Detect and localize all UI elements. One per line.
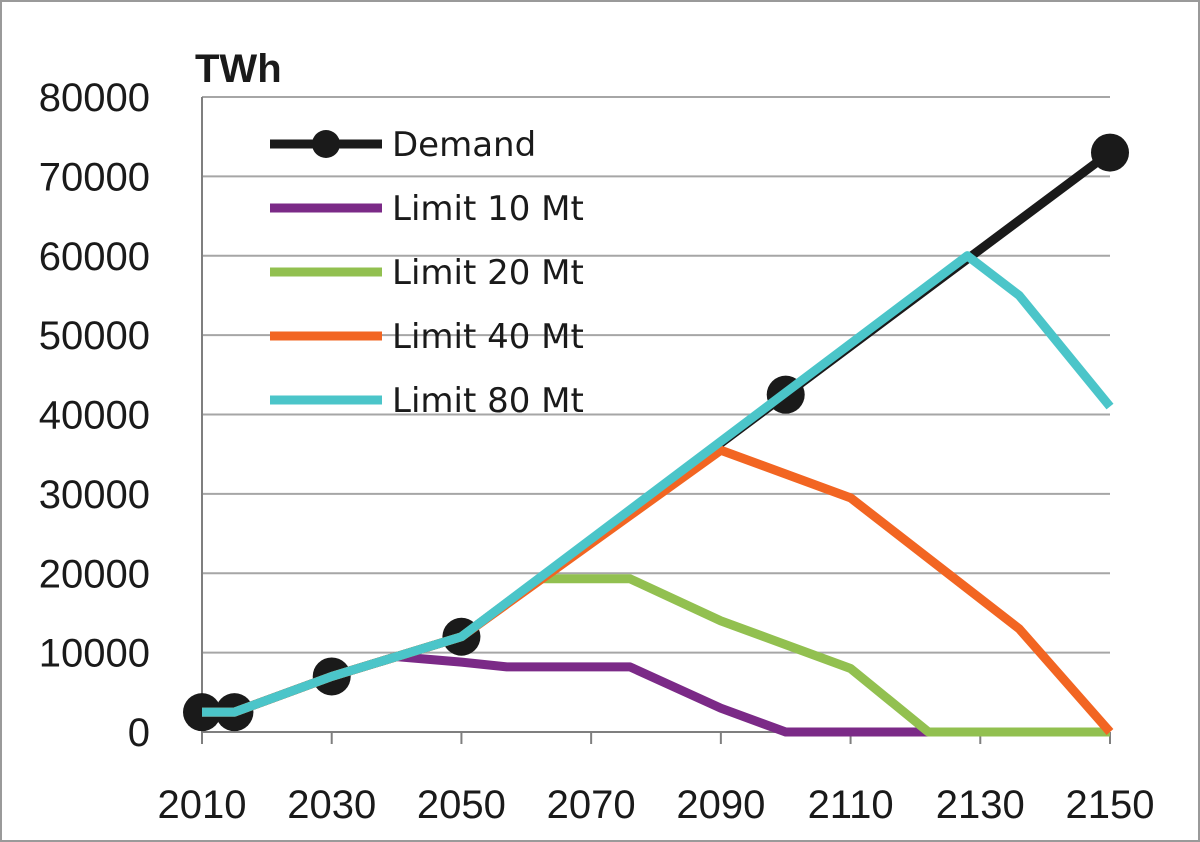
series-line-limit-80-mt (202, 251, 1114, 717)
y-tick-label: 70000 (39, 155, 150, 199)
y-axis-unit-label: TWh (195, 47, 282, 91)
y-tick-label: 60000 (39, 235, 150, 279)
legend-marker-demand (312, 130, 340, 158)
legend: Demand Limit 10 Mt Limit 20 Mt Limit 40 Mt L… (270, 125, 584, 421)
x-tick-label: 2130 (936, 783, 1025, 827)
series-line-limit-20-mt (202, 574, 1110, 737)
x-tick-label: 2050 (417, 783, 506, 827)
tick-labels: 0 10000 20000 30000 40000 50000 60000 70000 8000… (39, 76, 1155, 827)
legend-label-limit-10-mt: Limit 10 Mt (392, 189, 584, 229)
gridlines (202, 96, 1110, 654)
series-line-demand (202, 148, 1113, 717)
legend-label-limit-40-mt: Limit 40 Mt (392, 317, 584, 357)
x-tick-label: 2070 (547, 783, 636, 827)
legend-label-limit-20-mt: Limit 20 Mt (392, 253, 584, 293)
demand-point (1091, 133, 1129, 172)
x-tick-label: 2090 (676, 783, 765, 827)
y-tick-label: 0 (128, 711, 150, 755)
y-tick-label: 10000 (39, 632, 150, 676)
y-tick-label: 50000 (39, 314, 150, 358)
axes (201, 97, 1111, 744)
y-tick-label: 80000 (39, 76, 150, 120)
legend-label-demand: Demand (392, 125, 536, 165)
y-tick-label: 30000 (39, 473, 150, 517)
y-tick-label: 40000 (39, 394, 150, 438)
y-tick-label: 20000 (39, 552, 150, 596)
x-tick-label: 2110 (808, 783, 894, 827)
x-tick-label: 2030 (287, 783, 376, 827)
x-tick-label: 2010 (158, 783, 247, 827)
series-line-limit-10-mt (202, 652, 929, 737)
legend-label-limit-80-mt: Limit 80 Mt (392, 381, 584, 421)
x-tick-label: 2150 (1066, 783, 1155, 827)
series-lines (183, 133, 1129, 737)
